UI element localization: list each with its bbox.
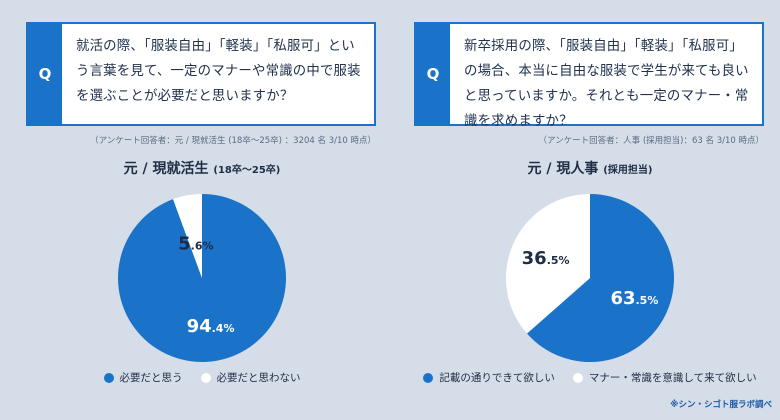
legend-item: 必要だと思う bbox=[103, 370, 183, 385]
legend-swatch bbox=[200, 372, 211, 383]
chart-legend: 必要だと思う 必要だと思わない bbox=[12, 370, 392, 385]
legend-swatch bbox=[572, 372, 583, 383]
question-box: Q 就活の際、「服装自由」「軽装」「私服可」という言葉を見て、一定のマナーや常識… bbox=[26, 22, 376, 126]
survey-panel-hr: Q 新卒採用の際、「服装自由」「軽装」「私服可」の場合、本当に自由な服装で学生が… bbox=[400, 0, 780, 420]
survey-panel-students: Q 就活の際、「服装自由」「軽装」「私服可」という言葉を見て、一定のマナーや常識… bbox=[12, 0, 392, 420]
question-box: Q 新卒採用の際、「服装自由」「軽装」「私服可」の場合、本当に自由な服装で学生が… bbox=[414, 22, 764, 129]
pie-data-label: 94.4% bbox=[187, 316, 235, 337]
question-label: Q bbox=[28, 24, 62, 124]
legend-swatch bbox=[103, 372, 114, 383]
survey-note: （アンケート回答者：人事 (採用担当)：63 名 3/10 時点） bbox=[538, 136, 764, 146]
pie-slice bbox=[173, 194, 202, 278]
chart-title-sub: (採用担当) bbox=[603, 165, 653, 176]
source-credit: ※シン・シゴト服ラボ調べ bbox=[670, 400, 772, 410]
pie-data-label: 5.6% bbox=[178, 233, 213, 254]
question-text: 就活の際、「服装自由」「軽装」「私服可」という言葉を見て、一定のマナーや常識の中… bbox=[76, 39, 361, 104]
pie-slice bbox=[117, 194, 286, 362]
question-label: Q bbox=[416, 24, 450, 124]
chart-title-main: 元 / 現就活生 bbox=[123, 161, 209, 177]
legend-item: 必要だと思わない bbox=[200, 370, 301, 385]
chart-legend: 記載の通りできて欲しい マナー・常識を意識して来て欲しい bbox=[400, 370, 780, 385]
legend-label: 必要だと思う bbox=[119, 372, 183, 384]
pie-chart: 63.5% 36.5% bbox=[505, 194, 674, 362]
pie-slice bbox=[526, 194, 674, 362]
legend-label: マナー・常識を意識して来て欲しい bbox=[588, 372, 757, 384]
legend-label: 必要だと思わない bbox=[216, 372, 301, 384]
survey-note: （アンケート回答者：元 / 現就活生 (18卒〜25卒) ：3204 名 3/1… bbox=[90, 136, 376, 146]
chart-title: 元 / 現就活生 (18卒〜25卒) bbox=[12, 158, 392, 178]
pie-data-label: 36.5% bbox=[522, 248, 570, 269]
legend-label: 記載の通りできて欲しい bbox=[439, 372, 555, 384]
legend-item: マナー・常識を意識して来て欲しい bbox=[572, 370, 757, 385]
chart-title-main: 元 / 現人事 bbox=[527, 161, 599, 177]
chart-title: 元 / 現人事 (採用担当) bbox=[400, 158, 780, 178]
question-text: 新卒採用の際、「服装自由」「軽装」「私服可」の場合、本当に自由な服装で学生が来て… bbox=[464, 39, 749, 129]
chart-title-sub: (18卒〜25卒) bbox=[213, 165, 281, 176]
legend-swatch bbox=[423, 372, 434, 383]
legend-item: 記載の通りできて欲しい bbox=[423, 370, 555, 385]
pie-slice bbox=[505, 194, 590, 334]
pie-chart: 94.4% 5.6% bbox=[117, 194, 286, 362]
pie-data-label: 63.5% bbox=[610, 288, 658, 309]
